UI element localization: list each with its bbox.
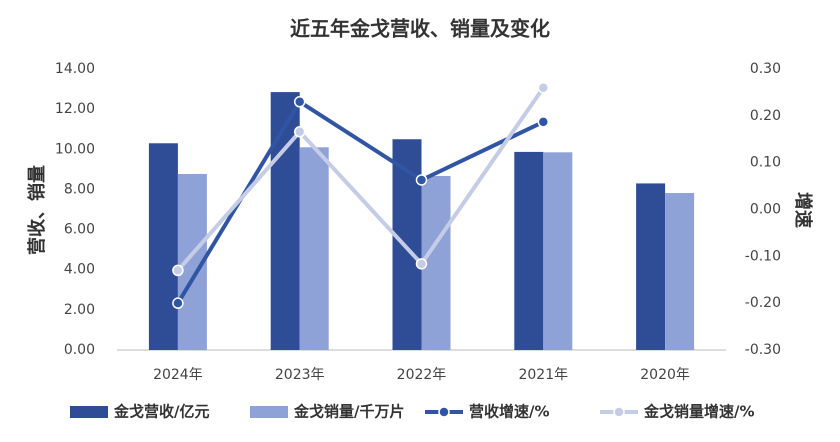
legend-label: 营收增速/% xyxy=(469,403,550,421)
y-tick-label: 8.00 xyxy=(64,181,95,197)
line-marker xyxy=(293,126,306,138)
x-tick-label: 2021年 xyxy=(518,367,568,383)
x-tick-label: 2020年 xyxy=(640,367,690,383)
line-marker xyxy=(172,297,184,309)
line-marker xyxy=(537,81,550,94)
legend-swatch xyxy=(250,406,288,418)
bar xyxy=(392,139,422,350)
x-tick-label: 2024年 xyxy=(153,367,203,383)
y-tick-label: 6.00 xyxy=(64,222,95,238)
bar xyxy=(514,151,544,350)
line xyxy=(176,86,545,272)
line-marker xyxy=(172,264,184,277)
y-tick-label: 4.00 xyxy=(64,262,95,278)
bar xyxy=(665,193,695,350)
bar xyxy=(299,147,329,350)
y2-tick-label: 0.20 xyxy=(750,108,781,124)
line-marker xyxy=(415,174,428,186)
y2-tick-label: 0.10 xyxy=(750,155,781,171)
line-marker xyxy=(537,116,550,128)
legend-swatch-marker xyxy=(613,406,625,418)
legend-swatch xyxy=(70,406,108,418)
y2-axis-title: 增速 xyxy=(792,192,814,228)
y2-tick-label: -0.10 xyxy=(745,248,781,264)
chart-title: 近五年金戈营收、销量及变化 xyxy=(290,17,550,41)
x-tick-label: 2022年 xyxy=(397,367,447,383)
line xyxy=(176,98,545,305)
x-tick-label: 2023年 xyxy=(275,367,325,383)
line-marker xyxy=(415,258,428,270)
y-tick-label: 14.00 xyxy=(55,61,95,77)
y-tick-label: 10.00 xyxy=(55,141,95,157)
legend-label: 金戈销量增速/% xyxy=(643,403,755,421)
y-tick-label: 2.00 xyxy=(64,302,95,318)
line-marker xyxy=(293,96,306,108)
y2-tick-label: -0.20 xyxy=(745,295,781,311)
y2-tick-label: -0.30 xyxy=(745,342,781,358)
y2-tick-label: 0.00 xyxy=(750,202,781,218)
bar xyxy=(148,143,178,350)
bar xyxy=(543,152,573,350)
y-tick-label: 0.00 xyxy=(64,342,95,358)
legend-label: 金戈营收/亿元 xyxy=(113,403,209,421)
y2-tick-label: 0.30 xyxy=(750,61,781,77)
y-tick-label: 12.00 xyxy=(55,101,95,117)
legend-label: 金戈销量/千万片 xyxy=(293,403,404,421)
y-axis-title: 营收、销量 xyxy=(26,165,48,255)
legend-swatch-marker xyxy=(438,406,450,418)
bar xyxy=(636,183,666,350)
